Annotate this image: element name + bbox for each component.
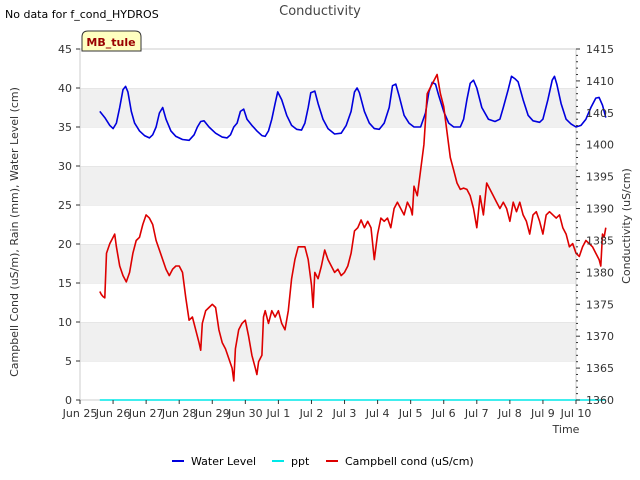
left-tick-label: 35: [58, 121, 72, 134]
grid-band: [80, 88, 576, 127]
right-tick-label: 1390: [586, 203, 614, 216]
right-axis-label: Conductivity (uS/cm): [620, 168, 633, 284]
x-tick-label: Jul 7: [464, 407, 489, 420]
x-tick-label: Jun 27: [128, 407, 164, 420]
left-tick-label: 25: [58, 199, 72, 212]
grid-band: [80, 322, 576, 361]
x-tick-label: Jul 3: [332, 407, 357, 420]
right-tick-label: 1380: [586, 266, 614, 279]
left-tick-label: 0: [65, 394, 72, 407]
x-axis-label: Time: [552, 423, 580, 436]
x-tick-label: Jul 2: [299, 407, 324, 420]
x-tick-label: Jun 30: [227, 407, 263, 420]
left-tick-label: 45: [58, 43, 72, 56]
site-badge-label: MB_tule: [86, 36, 135, 49]
left-tick-label: 40: [58, 82, 72, 95]
x-tick-label: Jun 28: [161, 407, 197, 420]
left-tick-label: 30: [58, 160, 72, 173]
legend-label-0: Water Level: [191, 455, 256, 468]
grid-bands: [80, 48, 576, 400]
x-tick-label: Jul 4: [365, 407, 390, 420]
no-data-notice: No data for f_cond_HYDROS: [5, 8, 159, 21]
grid-band: [80, 127, 576, 166]
series-line-0: [99, 75, 607, 142]
left-axis: 0 5 10 15 20 25 30 35 40 45: [58, 43, 80, 407]
x-tick-label: Jul 1: [266, 407, 291, 420]
legend-label-2: Campbell cond (uS/cm): [345, 455, 474, 468]
legend: Water Level ppt Campbell cond (uS/cm): [172, 455, 474, 468]
left-axis-label: Campbell Cond (uS/m), Rain (mm), Water L…: [8, 87, 21, 377]
left-tick-label: 15: [58, 277, 72, 290]
grid-band: [80, 283, 576, 322]
right-tick-label: 1360: [586, 394, 614, 407]
x-tick-label: Jun 26: [95, 407, 131, 420]
left-tick-label: 10: [58, 316, 72, 329]
right-tick-label: 1385: [586, 234, 614, 247]
grid-band: [80, 361, 576, 400]
right-tick-label: 1365: [586, 362, 614, 375]
grid-band: [80, 49, 576, 88]
series-line-2: [99, 73, 607, 382]
right-tick-label: 1400: [586, 139, 614, 152]
right-tick-label: 1375: [586, 298, 614, 311]
x-tick-label: Jul 5: [398, 407, 423, 420]
right-tick-label: 1395: [586, 171, 614, 184]
left-tick-label: 20: [58, 238, 72, 251]
grid-band: [80, 205, 576, 244]
left-tick-label: 5: [65, 355, 72, 368]
x-tick-label: Jul 6: [431, 407, 456, 420]
right-axis: 1360 1365 1370 1375 1380 1385 1390 1395 1400 1405…: [576, 43, 614, 407]
chart-title: Conductivity: [279, 4, 361, 19]
right-tick-label: 1370: [586, 330, 614, 343]
series-lines: [99, 73, 607, 401]
x-tick-label: Jun 25: [62, 407, 98, 420]
right-tick-label: 1415: [586, 43, 614, 56]
x-tick-label: Jun 29: [194, 407, 230, 420]
site-badge-box: [81, 30, 142, 52]
right-tick-label: 1405: [586, 107, 614, 120]
grid-band: [80, 244, 576, 283]
legend-label-1: ppt: [291, 455, 310, 468]
x-tick-label: Jul 8: [497, 407, 522, 420]
x-tick-label: Jul 10: [560, 407, 592, 420]
site-badge: MB_tule: [81, 30, 142, 52]
right-tick-label: 1410: [586, 75, 614, 88]
grid-band: [80, 166, 576, 205]
x-tick-label: Jul 9: [530, 407, 555, 420]
